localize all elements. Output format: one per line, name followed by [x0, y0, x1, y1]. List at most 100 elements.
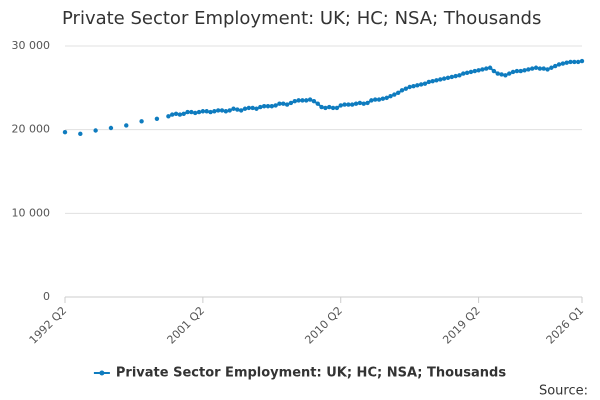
- point: [284, 102, 290, 107]
- point: [491, 68, 497, 74]
- point: [330, 105, 336, 111]
- point: [484, 66, 489, 71]
- point: [170, 112, 175, 117]
- point: [434, 78, 439, 83]
- point: [311, 99, 317, 104]
- point: [426, 79, 432, 85]
- point: [533, 65, 539, 70]
- point: [495, 71, 500, 76]
- point: [541, 66, 546, 71]
- point: [361, 101, 366, 106]
- legend-label: Private Sector Employment: UK; HC; NSA; …: [116, 366, 506, 381]
- point: [579, 58, 585, 64]
- point: [235, 107, 240, 112]
- point: [327, 104, 332, 110]
- point: [403, 86, 409, 91]
- point: [549, 65, 554, 70]
- point: [208, 109, 213, 115]
- point: [545, 67, 550, 72]
- point: [185, 109, 190, 115]
- point: [342, 102, 347, 107]
- point: [472, 68, 477, 74]
- point: [315, 101, 320, 106]
- point: [261, 104, 267, 109]
- point: [296, 98, 301, 103]
- point: [556, 62, 562, 67]
- point: [292, 99, 297, 104]
- point: [564, 60, 569, 65]
- point: [575, 59, 581, 65]
- point: [499, 72, 504, 77]
- point: [223, 109, 229, 114]
- x-tick-label: 2026 Q1: [544, 304, 587, 347]
- point: [453, 73, 458, 79]
- point: [288, 100, 294, 106]
- point: [560, 61, 566, 66]
- point: [254, 106, 259, 111]
- point: [250, 105, 255, 111]
- point: [476, 68, 481, 73]
- point: [307, 97, 313, 102]
- point: [204, 109, 209, 114]
- point: [200, 109, 206, 114]
- point: [215, 108, 221, 113]
- point: [422, 81, 428, 86]
- point: [365, 100, 370, 106]
- point: [418, 82, 424, 87]
- point: [507, 71, 512, 76]
- point: [238, 108, 244, 113]
- x-tick-label: 2010 Q2: [302, 304, 345, 347]
- source: Source:: [539, 384, 588, 399]
- point: [189, 109, 194, 115]
- point: [373, 97, 378, 102]
- point: [212, 109, 217, 114]
- point: [441, 76, 447, 81]
- point: [277, 101, 282, 106]
- point: [461, 71, 466, 76]
- point: [78, 131, 83, 137]
- point: [265, 104, 271, 109]
- point: [334, 105, 340, 111]
- x-tick-label: 2001 Q2: [165, 304, 208, 347]
- point: [227, 108, 232, 113]
- point: [537, 66, 543, 71]
- point: [487, 65, 493, 70]
- point: [124, 123, 129, 128]
- point: [231, 106, 236, 111]
- point: [552, 63, 558, 69]
- point: [572, 59, 577, 65]
- point: [246, 105, 252, 111]
- y-tick-label: 10 000: [12, 206, 51, 219]
- point: [449, 74, 454, 80]
- point: [154, 116, 160, 121]
- point: [139, 119, 144, 124]
- point: [457, 73, 462, 78]
- point: [93, 128, 98, 133]
- point: [518, 68, 523, 74]
- point: [353, 101, 359, 106]
- y-tick-label: 20 000: [12, 123, 51, 136]
- point: [196, 109, 202, 115]
- point: [384, 95, 389, 101]
- point: [304, 98, 309, 103]
- point: [369, 98, 374, 103]
- point: [438, 77, 443, 82]
- point: [338, 103, 343, 108]
- point: [346, 102, 351, 107]
- legend-swatch-dot: [99, 370, 105, 376]
- point: [108, 125, 114, 131]
- point: [62, 129, 68, 135]
- point: [445, 75, 451, 80]
- point: [269, 104, 274, 109]
- point: [357, 100, 363, 106]
- point: [430, 78, 435, 84]
- point: [411, 83, 416, 89]
- point: [173, 111, 179, 116]
- point: [323, 105, 328, 111]
- point: [514, 68, 520, 74]
- series: [62, 58, 585, 137]
- x-tick-label: 1992 Q2: [27, 304, 70, 347]
- point: [376, 97, 382, 102]
- point: [181, 111, 186, 116]
